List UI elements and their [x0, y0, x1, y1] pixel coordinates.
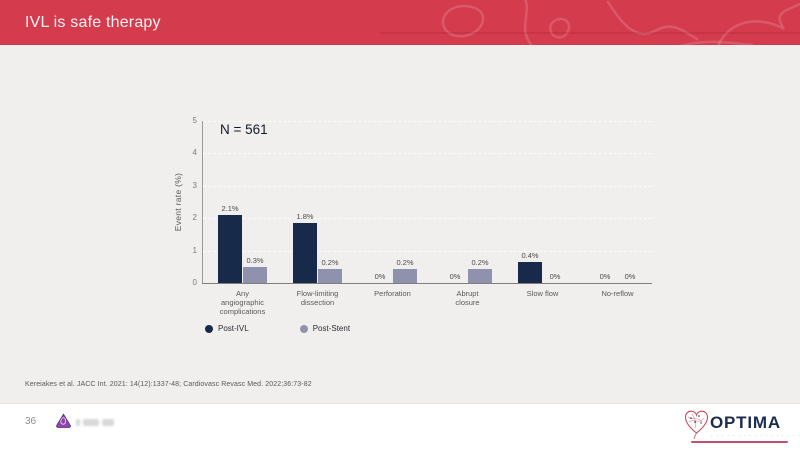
y-tick-label: 3: [192, 180, 197, 190]
bar-value-label: 0%: [374, 272, 386, 281]
event-rate-bar-chart: Event rate (%) N = 561 Post-IVL Post-Ste…: [170, 110, 670, 355]
gridline-1: [203, 250, 652, 252]
optima-logo: OPTIMA · · · · · · · · · · · · · · · · ·…: [683, 408, 800, 448]
bar-value-label: 0.4%: [521, 251, 539, 260]
bar-post-ivl-0: [218, 215, 242, 283]
gridline-4: [203, 153, 652, 155]
legend-label: Post-Stent: [312, 324, 351, 333]
reference-citation: Kereiakes et al. JACC Int. 2021: 14(12):…: [25, 381, 312, 388]
optima-underline: [691, 441, 788, 443]
x-category-label: Flow-limiting dissection: [296, 289, 339, 307]
gridline-2: [203, 218, 652, 220]
bar-value-label: 0.2%: [471, 258, 489, 267]
x-category-label: Any angiographic complications: [219, 289, 266, 316]
page-number: 36: [25, 416, 37, 427]
y-axis-line: [202, 121, 203, 283]
optima-tagline: · · · · · · · · · · · · · · · · · · · ·: [711, 433, 800, 439]
partner-shield-icon: [56, 413, 71, 428]
partner-logo-blurred-text: [76, 419, 114, 426]
bar-post-ivl-4: [518, 262, 542, 283]
header-decorative-squiggles: [380, 0, 800, 45]
bar-post-stent-3: [468, 269, 492, 283]
bar-value-label: 0%: [449, 272, 461, 281]
y-tick-label: 5: [192, 116, 197, 125]
bar-value-label: 0.2%: [396, 258, 414, 267]
bar-post-stent-0: [243, 267, 267, 283]
y-tick-label: 1: [192, 245, 197, 255]
post-ivl-dot-icon: [205, 324, 213, 333]
sample-size-annotation: N = 561: [220, 122, 268, 137]
bar-value-label: 0%: [549, 272, 561, 281]
x-category-label: Abrupt closure: [455, 289, 480, 307]
gridline-5: [203, 121, 652, 122]
legend-item-post-stent: Post-Stent: [299, 324, 351, 333]
x-category-label: No-reflow: [601, 289, 634, 298]
bar-post-stent-2: [393, 269, 417, 283]
bar-value-label: 0%: [624, 272, 636, 281]
bar-post-ivl-1: [293, 223, 317, 283]
bar-value-label: 0.3%: [246, 256, 264, 265]
post-stent-dot-icon: [299, 324, 308, 333]
bar-value-label: 1.8%: [296, 212, 314, 221]
x-axis-line: [202, 283, 652, 284]
slide-title: IVL is safe therapy: [25, 13, 161, 31]
optima-heart-icon: [684, 410, 709, 439]
chart-legend: Post-IVL Post-Stent: [205, 324, 350, 333]
bar-post-stent-1: [318, 269, 342, 283]
optima-wordmark: OPTIMA: [710, 413, 781, 432]
legend-label: Post-IVL: [218, 324, 249, 333]
gridline-3: [203, 185, 652, 187]
y-tick-label: 2: [192, 213, 197, 223]
legend-item-post-ivl: Post-IVL: [205, 324, 249, 333]
x-category-label: Perforation: [374, 289, 411, 298]
x-category-label: Slow flow: [526, 289, 559, 298]
y-tick-label: 0: [192, 278, 197, 287]
bar-value-label: 2.1%: [221, 204, 239, 213]
footer-bar: 36 OPTIMA · ·: [0, 403, 800, 450]
bar-value-label: 0.2%: [321, 258, 339, 267]
header-bar: IVL is safe therapy: [0, 0, 800, 45]
y-tick-label: 4: [192, 148, 197, 158]
bar-value-label: 0%: [599, 272, 611, 281]
